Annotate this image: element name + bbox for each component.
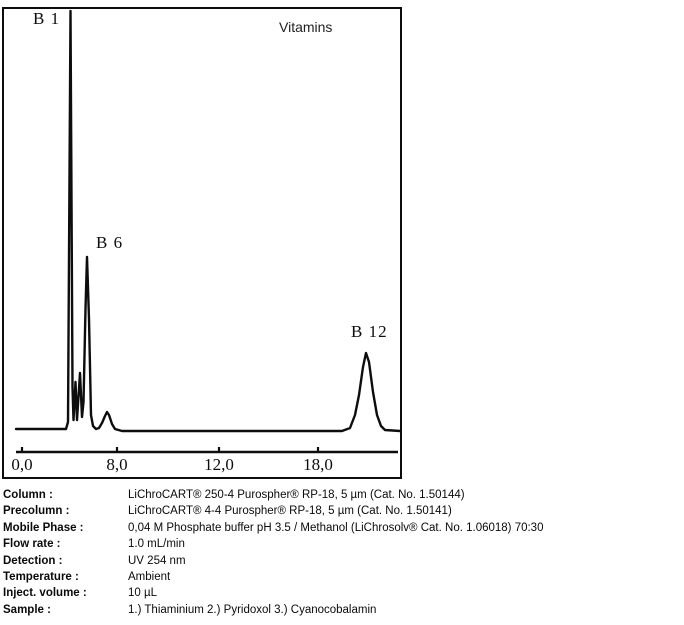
spec-label: Inject. volume : [3, 587, 87, 600]
spec-label: Temperature : [3, 571, 79, 584]
spec-value: 1.) Thiaminium 2.) Pyridoxol 3.) Cyanoco… [128, 603, 377, 616]
specs-table: Column : LiChroCART® 250-4 Purospher® RP… [3, 487, 681, 618]
x-axis-tick-label: 8,0 [106, 455, 128, 474]
x-axis-tick-label: 0,0 [11, 455, 33, 474]
spec-label: Column : [3, 489, 53, 501]
chromatogram-svg [14, 9, 400, 454]
x-axis [16, 447, 398, 454]
spec-label: Mobile Phase : [3, 521, 84, 534]
spec-row: Sample : 1.) Thiaminium 2.) Pyridoxol 3.… [3, 602, 681, 618]
spec-row: Column : LiChroCART® 250-4 Purospher® RP… [3, 487, 681, 503]
spec-label: Sample : [3, 603, 51, 616]
spec-value: 1.0 mL/min [128, 538, 185, 551]
spec-value: UV 254 nm [128, 554, 186, 567]
chromatogram-panel: B 1 B 6 B 12 Vitamins 0,0 8,0 12,0 18,0 [2, 7, 402, 479]
chart-title: Vitamins [279, 19, 333, 35]
spec-value: LiChroCART® 4-4 Purospher® RP-18, 5 µm (… [128, 505, 452, 518]
spec-row: Flow rate : 1.0 mL/min [3, 536, 681, 552]
x-axis-tick-label: 12,0 [204, 455, 234, 474]
peak-label-b6: B 6 [96, 233, 124, 252]
spec-label: Precolumn : [3, 505, 70, 518]
spec-row: Inject. volume : 10 µL [3, 585, 681, 601]
spec-row: Detection : UV 254 nm [3, 553, 681, 569]
spec-label: Detection : [3, 554, 63, 567]
spec-label: Flow rate : [3, 538, 61, 551]
x-axis-tick-label: 18,0 [303, 455, 333, 474]
spec-value: LiChroCART® 250-4 Purospher® RP-18, 5 µm… [128, 489, 465, 501]
spec-value: 0,04 M Phosphate buffer pH 3.5 / Methano… [128, 521, 544, 534]
spec-value: 10 µL [128, 587, 158, 600]
spec-value: Ambient [128, 571, 171, 584]
peak-label-b1: B 1 [33, 9, 61, 28]
peak-label-b12: B 12 [351, 322, 388, 341]
chromatogram-trace [14, 9, 400, 433]
spec-row: Temperature : Ambient [3, 569, 681, 585]
spec-row: Precolumn : LiChroCART® 4-4 Purospher® R… [3, 503, 681, 519]
spec-row: Mobile Phase : 0,04 M Phosphate buffer p… [3, 520, 681, 536]
